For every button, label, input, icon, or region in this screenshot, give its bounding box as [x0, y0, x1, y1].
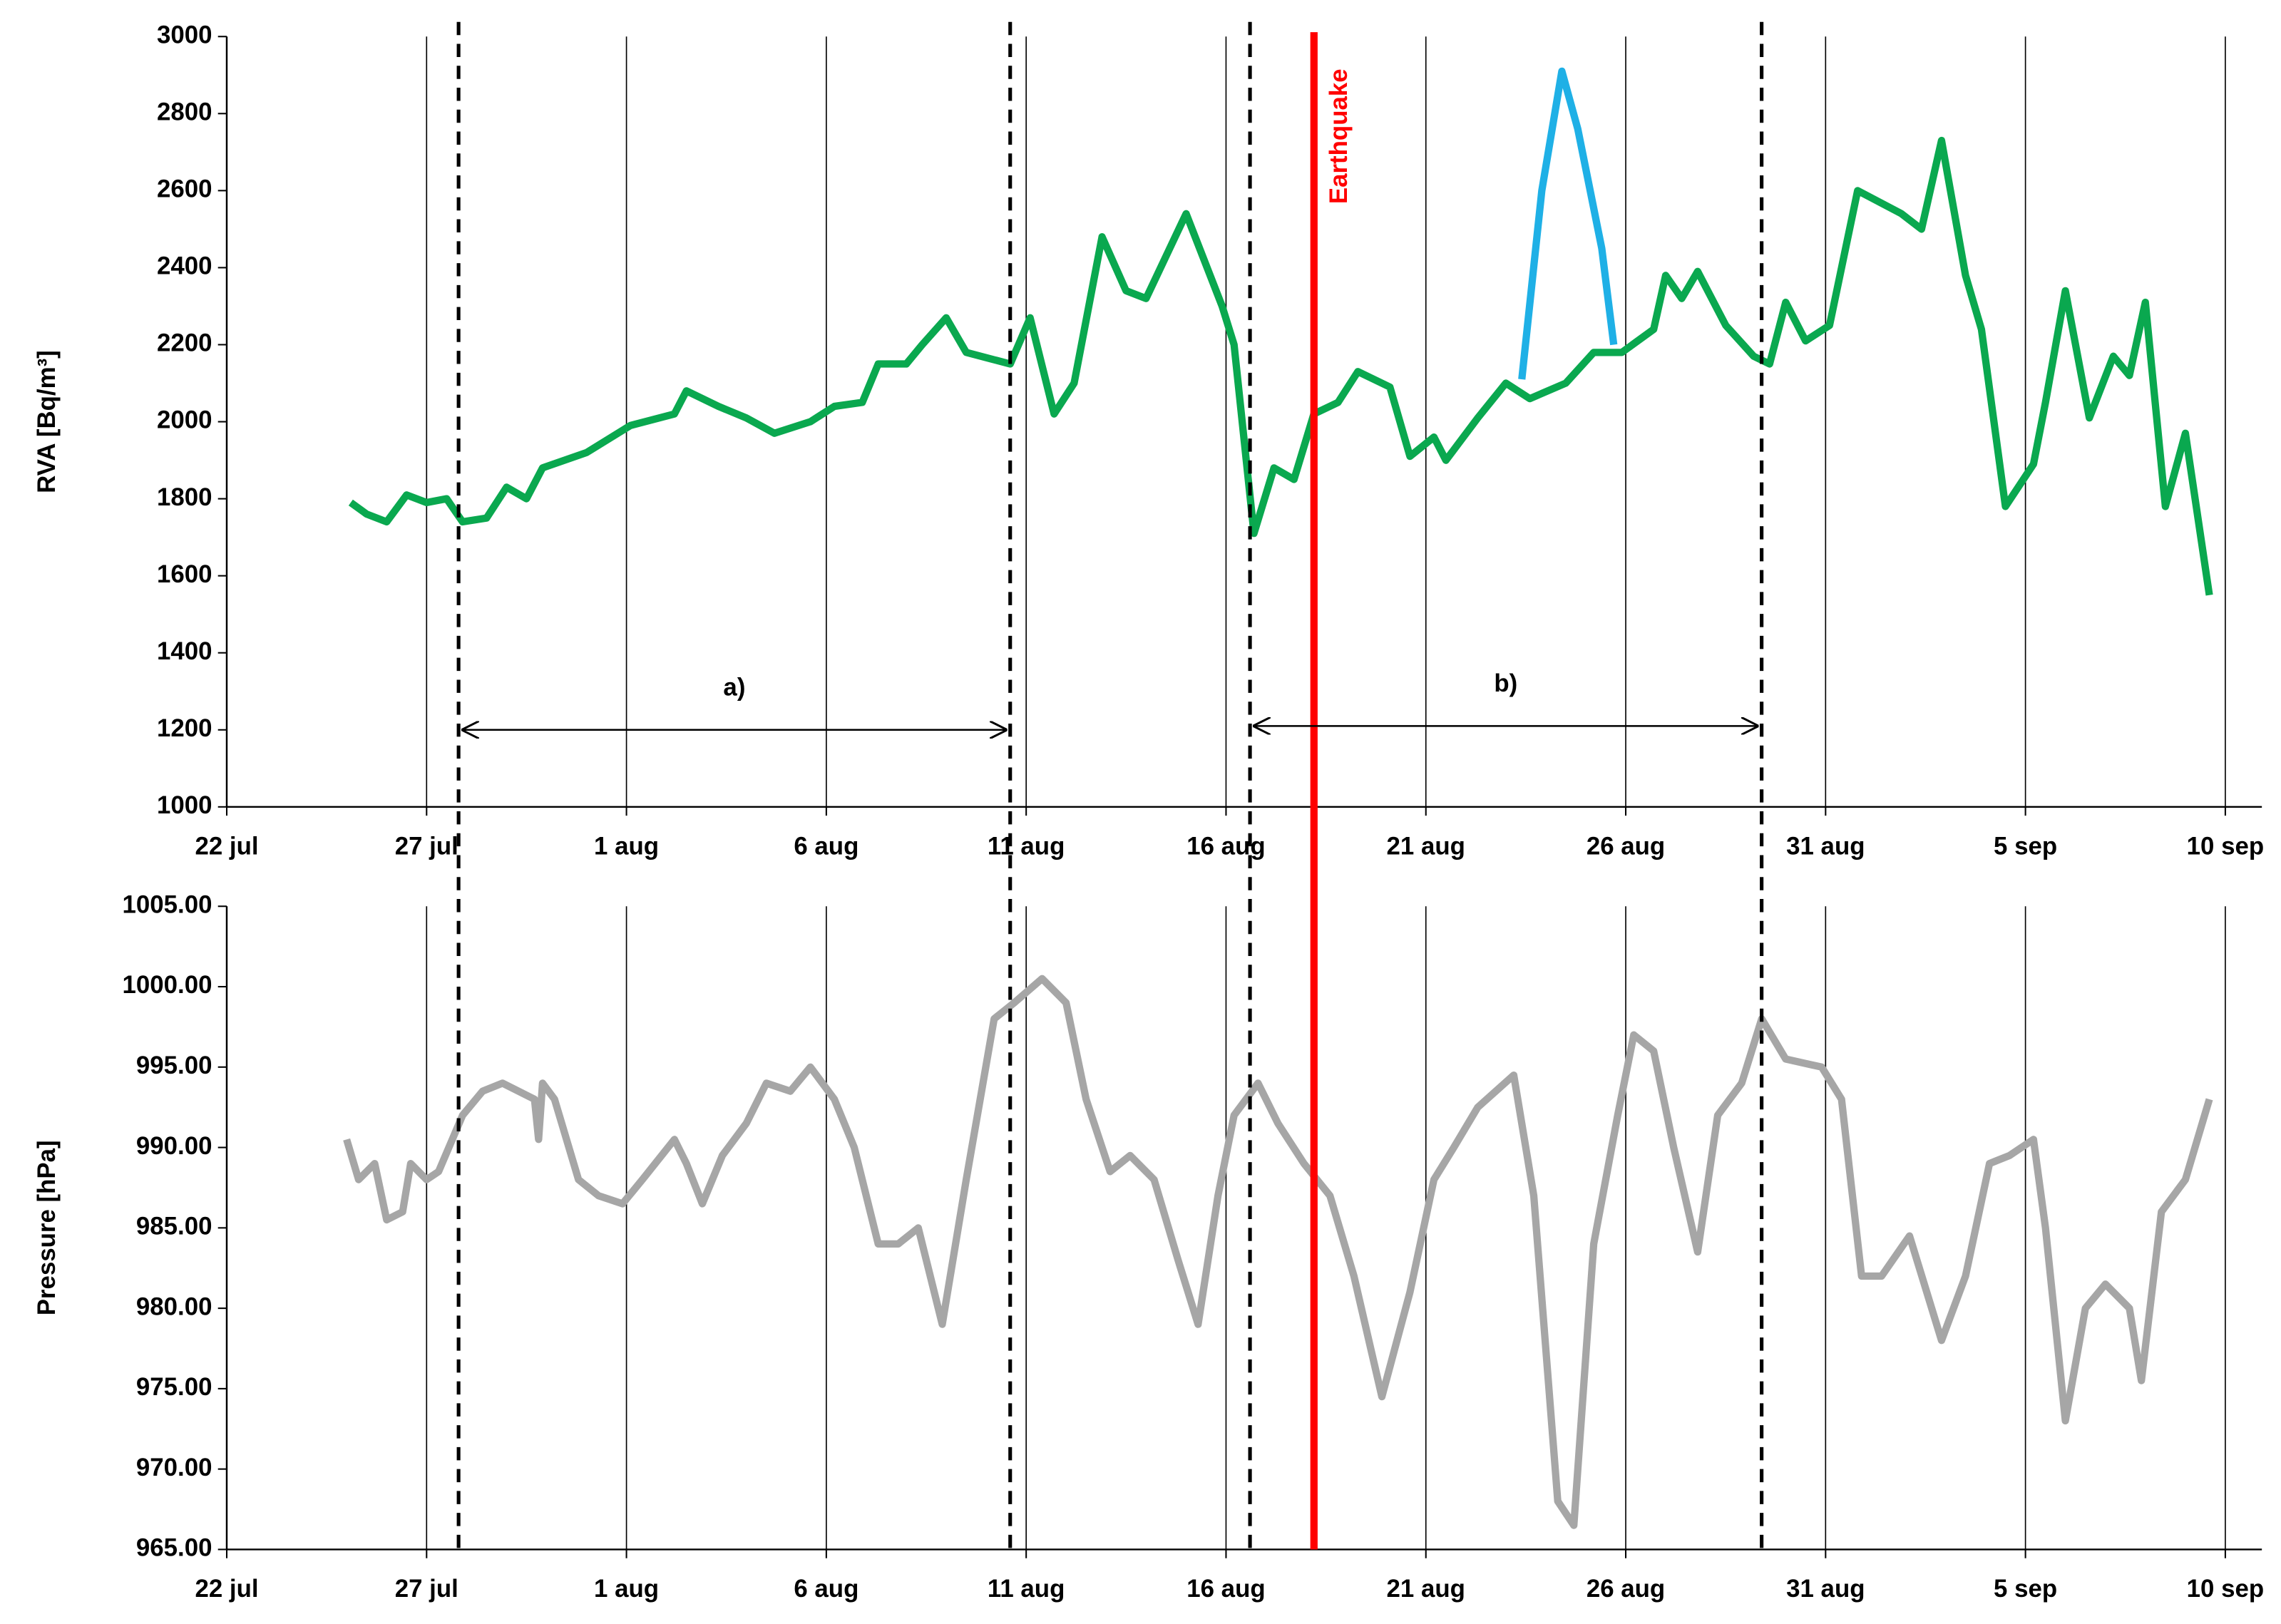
- x-tick-label: 16 aug: [1186, 832, 1265, 860]
- event-label: Earthquake: [1325, 68, 1353, 204]
- y-tick-label: 990.00: [136, 1132, 212, 1160]
- x-tick-label: 6 aug: [794, 832, 858, 860]
- y-tick-label: 2400: [157, 252, 212, 280]
- period-label: a): [723, 674, 745, 701]
- period-label: b): [1494, 669, 1517, 697]
- y-tick-label: 970.00: [136, 1454, 212, 1481]
- y-tick-label: 3000: [157, 21, 212, 48]
- x-tick-label: 1 aug: [594, 1575, 659, 1603]
- y-tick-label: 965.00: [136, 1534, 212, 1562]
- x-tick-label: 11 aug: [988, 832, 1065, 860]
- y-tick-label: 1005.00: [123, 890, 212, 918]
- data-line: [343, 975, 2213, 1529]
- x-tick-label: 26 aug: [1587, 1575, 1665, 1603]
- y-tick-label: 2000: [157, 406, 212, 434]
- y-axis-label: RVA [Bq/m³]: [33, 350, 61, 493]
- y-axis-label: Pressure [hPa]: [33, 1140, 61, 1315]
- y-tick-label: 1000: [157, 791, 212, 819]
- x-tick-label: 1 aug: [594, 832, 659, 860]
- y-tick-label: 975.00: [136, 1373, 212, 1401]
- y-tick-label: 985.00: [136, 1213, 212, 1240]
- y-tick-label: 1400: [157, 637, 212, 665]
- x-tick-label: 27 jul: [395, 832, 458, 860]
- x-tick-label: 10 sep: [2187, 832, 2264, 860]
- y-tick-label: 2600: [157, 175, 212, 203]
- x-tick-label: 21 aug: [1387, 832, 1465, 860]
- y-tick-label: 995.00: [136, 1052, 212, 1079]
- x-tick-label: 11 aug: [988, 1575, 1065, 1603]
- y-tick-label: 2200: [157, 329, 212, 357]
- x-tick-label: 6 aug: [794, 1575, 858, 1603]
- x-tick-label: 10 sep: [2187, 1575, 2264, 1603]
- x-tick-label: 31 aug: [1786, 1575, 1865, 1603]
- x-tick-label: 31 aug: [1786, 832, 1865, 860]
- x-tick-label: 5 sep: [1994, 1575, 2057, 1603]
- data-line: [1518, 67, 1618, 380]
- x-tick-label: 21 aug: [1387, 1575, 1465, 1603]
- x-tick-label: 16 aug: [1186, 1575, 1265, 1603]
- x-tick-label: 27 jul: [395, 1575, 458, 1603]
- y-tick-label: 1200: [157, 714, 212, 742]
- y-tick-label: 1600: [157, 560, 212, 588]
- y-tick-label: 1800: [157, 483, 212, 511]
- y-tick-label: 2800: [157, 98, 212, 126]
- y-tick-label: 1000.00: [123, 971, 212, 999]
- x-tick-label: 5 sep: [1994, 832, 2057, 860]
- y-tick-label: 980.00: [136, 1292, 212, 1320]
- x-tick-label: 26 aug: [1587, 832, 1665, 860]
- x-tick-label: 22 jul: [195, 832, 258, 860]
- data-line: [348, 136, 2213, 596]
- x-tick-label: 22 jul: [195, 1575, 258, 1603]
